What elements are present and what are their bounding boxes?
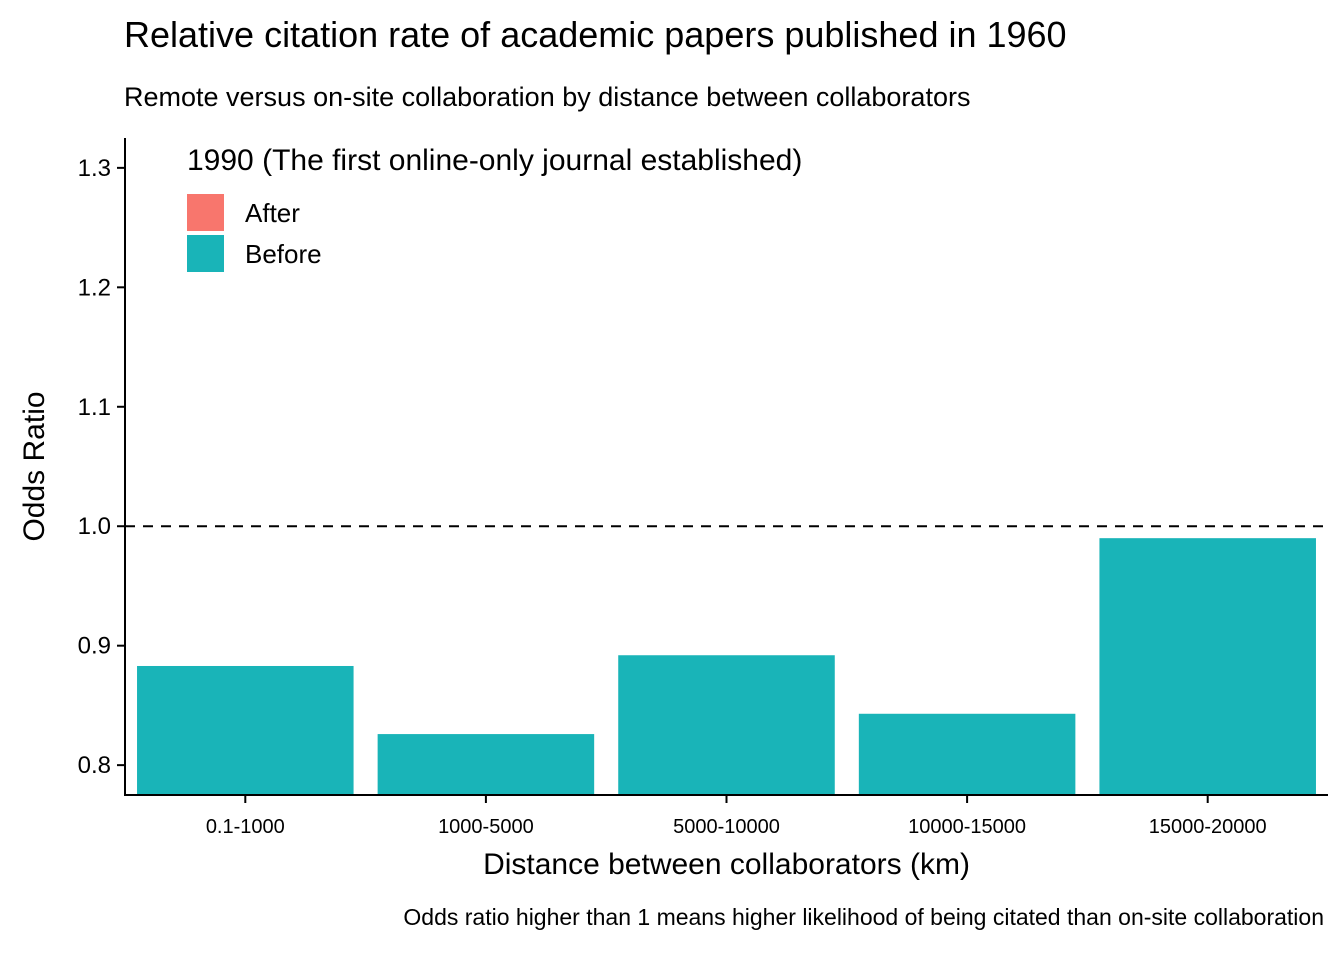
bar-10000-15000	[858, 713, 1076, 795]
chart-caption: Odds ratio higher than 1 means higher li…	[403, 904, 1324, 930]
legend-swatch-after	[187, 194, 224, 231]
x-tick-label: 1000-5000	[438, 816, 534, 838]
y-tick-label: 0.9	[78, 633, 111, 660]
legend-label-before: Before	[245, 239, 322, 269]
legend-title: 1990 (The first online-only journal esta…	[187, 144, 802, 177]
chart-title: Relative citation rate of academic paper…	[124, 14, 1067, 55]
legend-label-after: After	[245, 198, 300, 228]
x-tick-label: 5000-10000	[673, 816, 780, 838]
bar-1000-5000	[377, 734, 595, 795]
y-tick-label: 0.8	[78, 752, 111, 779]
y-tick-label: 1.3	[78, 155, 111, 182]
bars-group	[137, 538, 1316, 795]
legend: 1990 (The first online-only journal esta…	[187, 144, 802, 272]
x-tick-label: 0.1-1000	[206, 816, 285, 838]
legend-swatch-before	[187, 235, 224, 272]
chart-subtitle: Remote versus on-site collaboration by d…	[124, 82, 971, 112]
bar-15000-20000	[1099, 538, 1316, 795]
y-tick-label: 1.0	[78, 513, 111, 540]
x-tick-label: 15000-20000	[1149, 816, 1267, 838]
bar-5000-10000	[618, 655, 835, 795]
x-ticks-group: 0.1-1000 1000-5000 5000-10000 10000-15000 15…	[206, 795, 1267, 838]
x-tick-label: 10000-15000	[908, 816, 1026, 838]
y-axis-label: Odds Ratio	[18, 391, 51, 541]
y-ticks-group: 0.8 0.9 1.0 1.1 1.2 1.3	[78, 155, 125, 779]
x-axis-label: Distance between collaborators (km)	[483, 848, 970, 881]
bar-0.1-1000	[137, 665, 354, 795]
y-tick-label: 1.1	[78, 394, 111, 421]
y-tick-label: 1.2	[78, 274, 111, 301]
